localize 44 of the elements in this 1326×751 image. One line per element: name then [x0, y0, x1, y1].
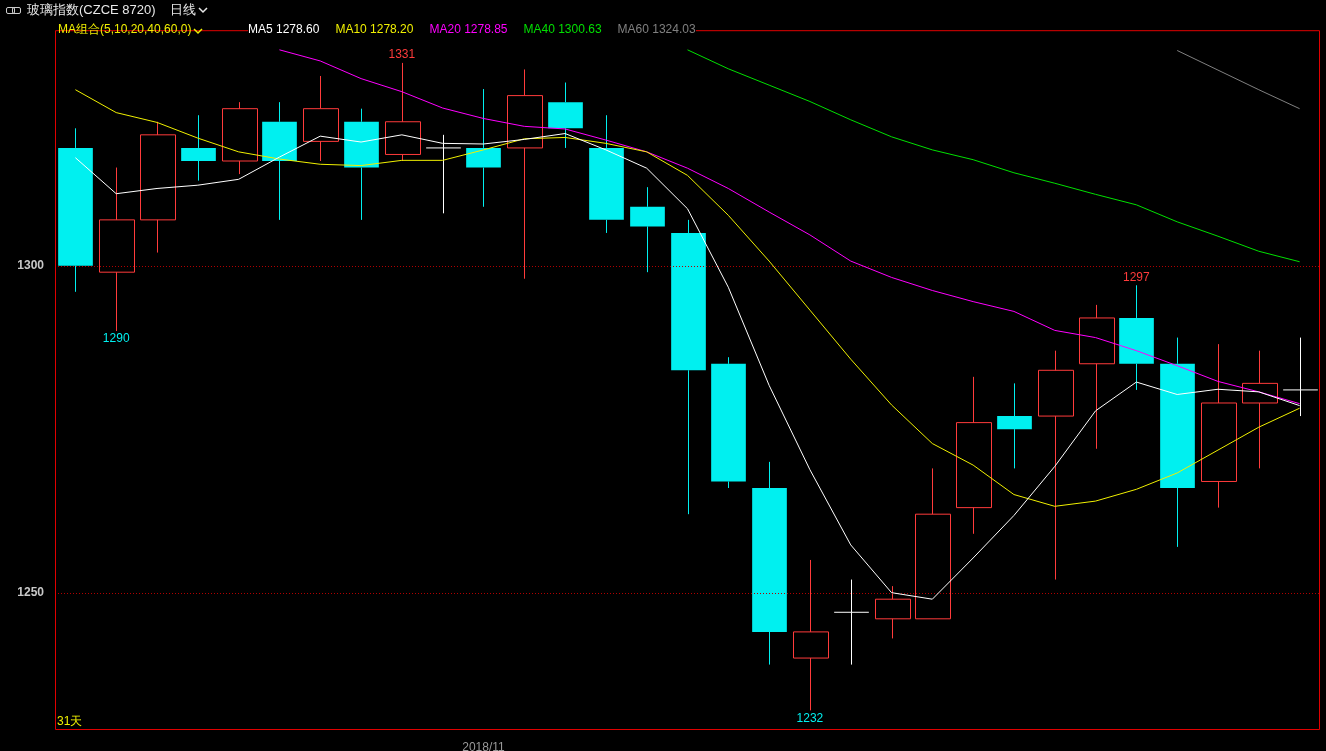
- candlestick: [548, 82, 583, 149]
- candlestick: [589, 114, 624, 234]
- y-tick-label: 1300: [17, 257, 45, 272]
- y-tick-label: 1250: [17, 584, 45, 599]
- candlestick: [140, 121, 176, 254]
- candlestick: [58, 127, 93, 293]
- candlestick: [1242, 350, 1278, 469]
- text: MA20 1278.85: [429, 22, 508, 36]
- text: MA10 1278.20: [335, 22, 414, 36]
- candlestick: [262, 101, 297, 221]
- candlestick: [833, 579, 870, 666]
- candlestick: [875, 585, 911, 639]
- candlestick: [956, 376, 992, 535]
- text: MA5 1278.60: [248, 22, 320, 36]
- annotation: 31天: [57, 714, 83, 729]
- candlestick: [1038, 350, 1074, 581]
- candlestick: [752, 461, 787, 666]
- candlestick: [507, 68, 543, 280]
- text: MA40 1300.63: [523, 22, 602, 36]
- chart-title: 玻璃指数(CZCE 8720): [27, 1, 156, 19]
- candlestick: [1201, 343, 1237, 509]
- annotation: 1297: [1123, 269, 1151, 284]
- candlestick: [344, 108, 379, 221]
- candlestick: [1160, 337, 1195, 548]
- chart-subtitle: 日线: [169, 1, 196, 19]
- candlestick: [99, 167, 135, 332]
- annotation: 1290: [102, 331, 130, 346]
- candlestick: [466, 88, 501, 208]
- candlestick: [793, 559, 829, 711]
- candlestick: [630, 186, 665, 273]
- candlestick: [1119, 284, 1154, 391]
- candlestick: [303, 75, 339, 162]
- x-tick-label: 2018/11: [462, 739, 506, 751]
- annotation: 1331: [388, 47, 416, 62]
- candlestick: [222, 101, 258, 175]
- candlestick: [997, 382, 1032, 469]
- candlestick: [711, 356, 746, 489]
- candlestick: [181, 114, 216, 182]
- candlestick: [385, 62, 421, 162]
- candlestick: [915, 467, 951, 620]
- text: MA60 1324.03: [617, 22, 696, 36]
- candlestick: [1079, 304, 1115, 450]
- candlestick: [671, 219, 706, 515]
- annotation: 1232: [796, 710, 824, 725]
